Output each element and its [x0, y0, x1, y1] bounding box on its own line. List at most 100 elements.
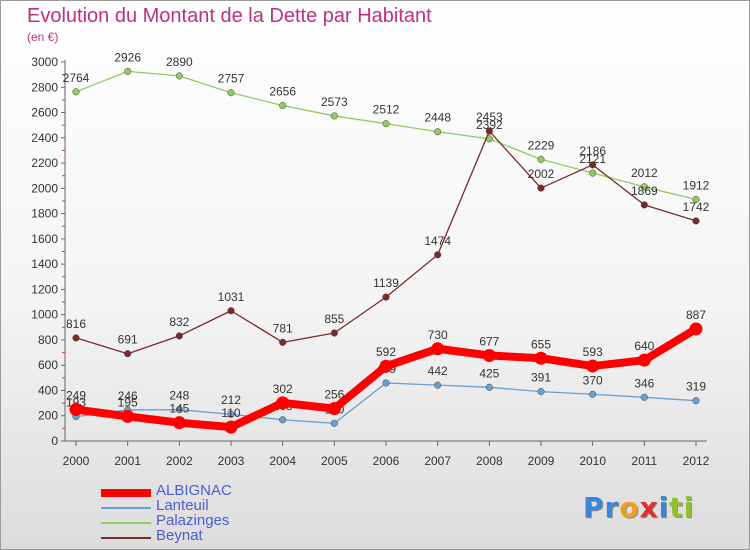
x-tick-label: 2002: [166, 454, 193, 468]
x-tick-label: 2012: [683, 454, 710, 468]
data-label-albignac: 145: [169, 402, 189, 416]
data-label-lanteuil: 248: [169, 389, 189, 403]
data-point-lanteuil: [330, 419, 338, 427]
y-tick-label: 3000: [31, 55, 58, 69]
x-tick-label: 2003: [218, 454, 245, 468]
logo-letter: r: [604, 491, 620, 524]
y-tick-label: 1600: [31, 232, 58, 246]
legend-label-palazinges: Palazinges: [156, 512, 230, 529]
logo-letter: o: [619, 491, 640, 524]
data-point-albignac: [482, 348, 496, 362]
data-label-albignac: 655: [531, 337, 551, 351]
x-tick-label: 2000: [63, 454, 90, 468]
data-point-beynat: [537, 184, 545, 192]
data-label-beynat: 855: [324, 312, 344, 326]
data-label-albignac: 593: [583, 345, 603, 359]
data-point-lanteuil: [537, 388, 545, 396]
data-point-palazinges: [692, 195, 700, 204]
data-label-albignac: 249: [66, 389, 86, 403]
data-label-lanteuil: 246: [118, 389, 138, 403]
data-point-albignac: [121, 409, 135, 423]
data-label-beynat: 1869: [631, 184, 658, 198]
data-point-lanteuil: [434, 381, 442, 389]
y-tick-label: 400: [38, 383, 58, 397]
data-point-albignac: [224, 420, 238, 434]
data-point-lanteuil: [589, 390, 597, 398]
y-tick-label: 200: [38, 409, 58, 423]
data-point-palazinges: [330, 112, 338, 120]
logo-letter: i: [683, 491, 695, 524]
data-point-palazinges: [434, 128, 442, 136]
y-tick-label: 1200: [31, 282, 58, 296]
data-point-albignac: [637, 353, 651, 367]
data-label-beynat: 781: [273, 321, 293, 335]
data-point-beynat: [434, 251, 442, 259]
y-tick-label: 800: [38, 333, 58, 347]
data-point-beynat: [589, 161, 597, 169]
data-label-albignac: 195: [118, 395, 138, 409]
y-tick-label: 2600: [31, 106, 58, 120]
data-label-palazinges: 2448: [424, 111, 451, 125]
proxiti-logo: Proxiti: [583, 491, 694, 524]
data-label-palazinges: 2012: [631, 166, 658, 180]
y-tick-label: 2200: [31, 156, 58, 170]
data-label-beynat: 832: [169, 315, 189, 329]
data-label-beynat: 816: [66, 317, 86, 331]
x-tick-label: 2006: [373, 454, 400, 468]
data-label-palazinges: 1912: [683, 178, 710, 192]
data-label-beynat: 1742: [683, 200, 710, 214]
data-label-albignac: 592: [376, 345, 396, 359]
legend-swatch-lanteuil: [101, 507, 151, 509]
data-label-beynat: 1031: [218, 290, 245, 304]
data-label-lanteuil: 370: [583, 373, 603, 387]
data-point-beynat: [330, 329, 338, 337]
data-point-albignac: [276, 396, 290, 410]
data-point-lanteuil: [640, 393, 648, 401]
y-tick-label: 1000: [31, 308, 58, 322]
data-point-palazinges: [175, 72, 183, 80]
data-point-beynat: [692, 217, 700, 225]
data-point-albignac: [327, 402, 341, 416]
data-point-palazinges: [640, 183, 648, 191]
data-label-albignac: 887: [686, 308, 706, 322]
chart-subtitle: (en €): [27, 30, 59, 44]
data-label-beynat: 2002: [528, 167, 555, 181]
data-label-palazinges: 2926: [114, 50, 141, 64]
data-point-albignac: [379, 359, 393, 373]
data-label-lanteuil: 442: [428, 364, 448, 378]
data-label-beynat: 1474: [424, 234, 451, 248]
data-label-lanteuil: 346: [634, 376, 654, 390]
data-point-palazinges: [589, 169, 597, 177]
data-point-beynat: [382, 293, 390, 301]
data-point-lanteuil: [485, 383, 493, 391]
data-point-albignac: [431, 342, 445, 356]
data-label-palazinges: 2573: [321, 95, 348, 109]
data-label-albignac: 256: [324, 388, 344, 402]
data-label-beynat: 2453: [476, 110, 503, 124]
data-label-beynat: 2186: [579, 144, 606, 158]
data-point-palazinges: [537, 155, 545, 163]
series-line-palazinges: [75, 70, 697, 201]
logo-letter: P: [583, 491, 605, 524]
data-label-palazinges: 2392: [476, 118, 503, 132]
data-label-albignac: 640: [634, 339, 654, 353]
data-point-beynat: [279, 338, 287, 346]
logo-letter: x: [639, 491, 659, 524]
x-tick-label: 2001: [114, 454, 141, 468]
data-point-albignac: [689, 322, 703, 336]
x-tick-label: 2008: [476, 454, 503, 468]
data-label-palazinges: 2764: [63, 71, 90, 85]
data-label-beynat: 691: [118, 333, 138, 347]
chart-title: Evolution du Montant de la Dette par Hab…: [27, 5, 432, 27]
x-tick-label: 2005: [321, 454, 348, 468]
data-point-palazinges: [124, 67, 132, 75]
data-point-albignac: [69, 403, 83, 417]
x-tick-label: 2004: [269, 454, 296, 468]
y-tick-label: 0: [51, 434, 58, 448]
data-point-palazinges: [72, 88, 80, 96]
data-label-lanteuil: 212: [221, 393, 241, 407]
data-label-lanteuil: 425: [479, 366, 499, 380]
data-label-lanteuil: 319: [686, 380, 706, 394]
